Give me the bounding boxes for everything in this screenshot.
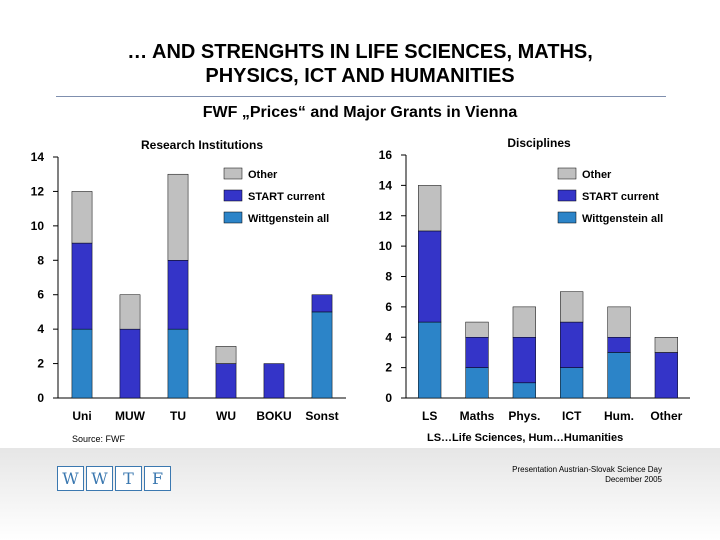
y-tick-label: 12 (379, 209, 393, 223)
chart-title: Research Institutions (141, 138, 263, 152)
legend-swatch (557, 211, 577, 224)
x-category-label: Sonst (305, 409, 338, 423)
bar-segment-other (465, 321, 489, 338)
bar-segment-wittgenstein-all (512, 382, 536, 399)
bar-segment-start-current (418, 230, 442, 323)
y-tick-label: 14 (379, 178, 393, 192)
logo-letter: T (115, 466, 142, 491)
legend-swatch (223, 167, 243, 180)
presentation-date: December 2005 (605, 475, 662, 484)
abbreviation-note: LS…Life Sciences, Hum…Humanities (427, 432, 624, 444)
bar-segment-other (215, 346, 237, 364)
legend-swatch (223, 189, 243, 202)
legend-label: START current (248, 191, 325, 203)
logo-letter: W (86, 466, 113, 491)
bar-segment-other (607, 306, 631, 338)
x-category-label: Phys. (508, 409, 540, 423)
presentation-name: Presentation Austrian-Slovak Science Day (512, 465, 662, 474)
y-tick-label: 14 (31, 150, 45, 164)
legend-label: Other (248, 169, 278, 181)
legend-label: Wittgenstein all (582, 213, 663, 225)
x-category-label: Other (650, 409, 682, 423)
bar-segment-other (71, 191, 93, 244)
x-category-label: WU (216, 409, 236, 423)
presentation-info: Presentation Austrian-Slovak Science Day… (512, 465, 662, 485)
bar-segment-wittgenstein-all (607, 352, 631, 399)
y-tick-label: 6 (37, 288, 44, 302)
legend-label: START current (582, 191, 659, 203)
y-tick-label: 16 (379, 148, 393, 162)
chart-title: Disciplines (507, 136, 571, 150)
slide-subtitle: FWF „Prices“ and Major Grants in Vienna (202, 104, 518, 121)
bar-segment-other (560, 291, 584, 323)
bar-segment-wittgenstein-all (465, 367, 489, 399)
bar-segment-start-current (311, 294, 333, 313)
legend-label: Other (582, 169, 612, 181)
y-tick-label: 12 (31, 184, 45, 198)
bar-segment-other (418, 185, 442, 232)
bar-segment-other (512, 306, 536, 338)
legend-swatch (557, 167, 577, 180)
bar-segment-start-current (512, 337, 536, 384)
logo-letter: W (57, 466, 84, 491)
bar-segment-wittgenstein-all (560, 367, 584, 399)
bar-segment-other (167, 173, 189, 261)
footer-band (0, 448, 720, 540)
bar-segment-other (654, 337, 678, 353)
wwtf-logo: W W T F (57, 466, 171, 491)
y-tick-label: 2 (37, 357, 44, 371)
y-tick-label: 10 (31, 219, 45, 233)
x-category-label: ICT (562, 409, 582, 423)
slide-title-line2: PHYSICS, ICT AND HUMANITIES (205, 65, 515, 87)
slide-title-line1: … AND STRENGHTS IN LIFE SCIENCES, MATHS, (127, 41, 593, 63)
title-divider (56, 96, 666, 97)
x-category-label: LS (422, 409, 437, 423)
y-tick-label: 8 (385, 270, 392, 284)
x-category-label: Maths (460, 409, 495, 423)
legend-label: Wittgenstein all (248, 213, 329, 225)
y-tick-label: 0 (385, 391, 392, 405)
bar-segment-start-current (263, 363, 285, 399)
x-category-label: Uni (72, 409, 91, 423)
x-category-label: Hum. (604, 409, 634, 423)
bar-segment-other (119, 294, 141, 330)
y-tick-label: 8 (37, 253, 44, 267)
logo-letter: F (144, 466, 171, 491)
x-category-label: BOKU (256, 409, 291, 423)
legend-swatch (223, 211, 243, 224)
bar-segment-wittgenstein-all (418, 321, 442, 399)
x-category-label: MUW (115, 409, 146, 423)
bar-segment-start-current (654, 352, 678, 399)
y-tick-label: 4 (385, 330, 392, 344)
bar-segment-start-current (465, 337, 489, 368)
y-tick-label: 10 (379, 239, 393, 253)
source-note: Source: FWF (72, 434, 126, 444)
slide-title: … AND STRENGHTS IN LIFE SCIENCES, MATHS,… (40, 40, 680, 88)
legend-swatch (557, 189, 577, 202)
y-tick-label: 4 (37, 322, 44, 336)
bar-segment-start-current (607, 337, 631, 353)
y-tick-label: 6 (385, 300, 392, 314)
bar-segment-start-current (560, 321, 584, 368)
y-tick-label: 0 (37, 391, 44, 405)
y-tick-label: 2 (385, 361, 392, 375)
x-category-label: TU (170, 409, 186, 423)
